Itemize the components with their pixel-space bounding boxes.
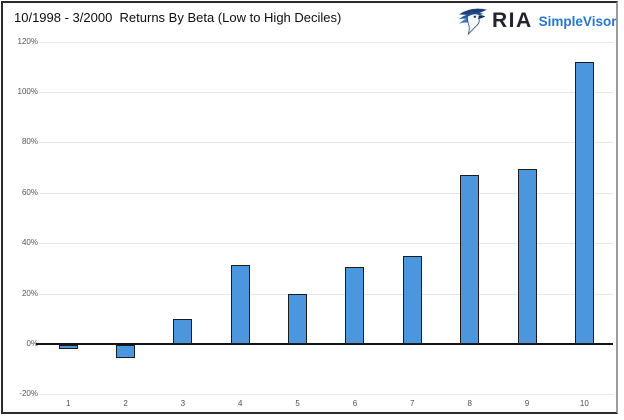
x-tick-label: 3 (180, 399, 186, 408)
x-tick-label: 8 (467, 399, 472, 408)
bar-decile-10 (574, 61, 594, 344)
bar-decile-4 (230, 264, 250, 344)
y-tick-label: -20% (19, 389, 38, 399)
x-tick-label: 6 (352, 399, 358, 408)
gridline (39, 142, 613, 144)
x-tick-label: 9 (524, 399, 530, 408)
bar-decile-5 (288, 294, 308, 344)
y-tick-label: 120% (17, 36, 38, 46)
bar-decile-1 (58, 345, 78, 349)
gridline (39, 293, 613, 295)
brand-logo: RIA SimpleVisor (458, 7, 617, 36)
chart-title: 10/1998 - 3/2000 Returns By Beta (Low to… (14, 10, 342, 25)
y-tick-label: 40% (21, 238, 38, 248)
x-tick-label: 1 (65, 399, 71, 408)
gridline (39, 92, 613, 93)
gridline (39, 394, 613, 396)
brand-text: RIA (492, 9, 533, 32)
bar-decile-8 (460, 175, 480, 344)
x-axis-line (36, 343, 613, 345)
gridline (39, 243, 613, 245)
bar-decile-9 (517, 168, 537, 344)
y-tick-label: 80% (21, 137, 38, 147)
x-tick-label: 2 (123, 399, 128, 408)
bar-decile-2 (116, 345, 136, 358)
x-tick-label: 5 (295, 399, 300, 408)
eagle-icon (458, 7, 488, 36)
x-tick-label: 4 (238, 399, 243, 408)
y-tick-label: 100% (17, 87, 38, 96)
gridline (39, 192, 613, 194)
x-tick-label: 7 (410, 399, 415, 408)
y-tick-label: 0% (26, 339, 38, 348)
chart-frame: 10/1998 - 3/2000 Returns By Beta (Low to… (1, 1, 618, 414)
x-tick-label: 10 (579, 399, 589, 408)
bar-decile-6 (345, 267, 365, 344)
y-tick-label: 20% (21, 288, 38, 298)
gridline (39, 41, 613, 43)
product-text: SimpleVisor (538, 13, 617, 29)
bar-decile-7 (402, 255, 422, 344)
bar-decile-3 (173, 318, 193, 344)
y-tick-label: 60% (21, 187, 38, 197)
